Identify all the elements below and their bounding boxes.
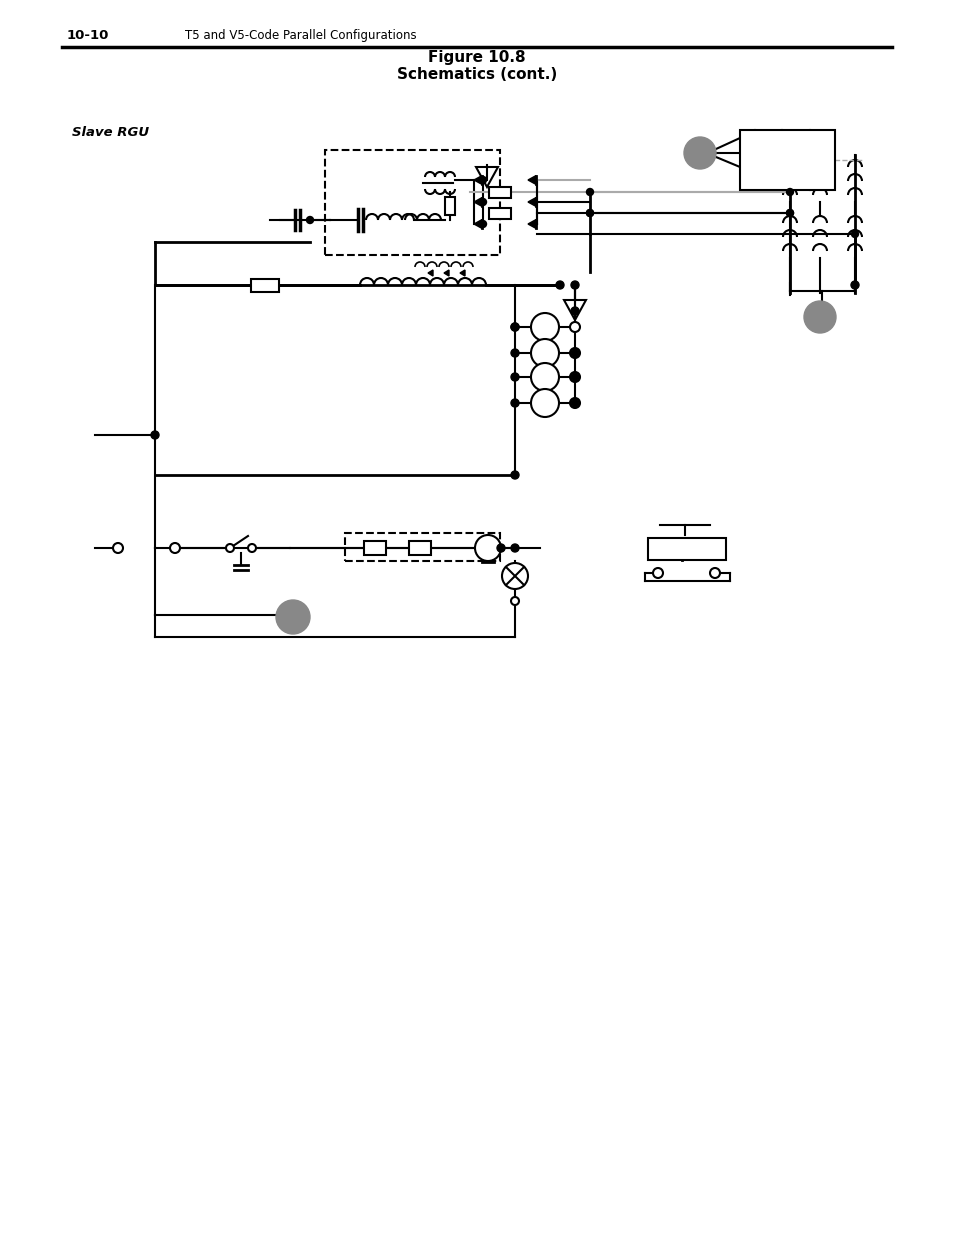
Circle shape (571, 350, 578, 357)
Circle shape (586, 210, 593, 216)
Circle shape (850, 282, 858, 289)
Bar (647, 538, 725, 559)
Circle shape (586, 210, 593, 216)
Circle shape (275, 600, 310, 634)
Circle shape (571, 399, 578, 408)
Text: 10-10: 10-10 (67, 28, 110, 42)
Circle shape (571, 282, 578, 289)
Text: Slave RGU: Slave RGU (71, 126, 149, 138)
Circle shape (170, 543, 180, 553)
Circle shape (531, 338, 558, 367)
Circle shape (112, 543, 123, 553)
Text: T5 and V5-Code Parallel Configurations: T5 and V5-Code Parallel Configurations (185, 28, 416, 42)
Polygon shape (527, 175, 536, 184)
Bar (489, 207, 511, 219)
Bar (251, 279, 278, 291)
Circle shape (151, 431, 159, 438)
Circle shape (479, 199, 486, 205)
Circle shape (531, 389, 558, 417)
Polygon shape (527, 198, 536, 206)
Circle shape (785, 189, 793, 195)
Circle shape (475, 535, 500, 561)
Polygon shape (428, 270, 433, 275)
Circle shape (531, 312, 558, 341)
Circle shape (511, 597, 518, 605)
Circle shape (501, 563, 527, 589)
Polygon shape (459, 270, 464, 275)
Circle shape (306, 216, 314, 224)
Bar (444, 198, 455, 215)
Bar (489, 186, 511, 198)
Circle shape (511, 399, 518, 408)
Circle shape (785, 210, 793, 216)
Bar (409, 541, 431, 555)
Circle shape (569, 398, 579, 408)
Circle shape (652, 568, 662, 578)
Circle shape (571, 308, 578, 315)
Circle shape (511, 324, 518, 331)
Bar (345, 534, 499, 561)
Circle shape (586, 189, 593, 195)
Bar (740, 130, 834, 190)
Circle shape (851, 231, 858, 237)
Circle shape (511, 350, 518, 357)
Circle shape (571, 373, 578, 382)
Circle shape (709, 568, 720, 578)
Polygon shape (474, 198, 481, 206)
Circle shape (556, 282, 563, 289)
Text: Figure 10.8: Figure 10.8 (428, 49, 525, 65)
Circle shape (479, 221, 486, 227)
Circle shape (785, 210, 793, 216)
Circle shape (683, 137, 716, 169)
Polygon shape (527, 220, 536, 228)
Polygon shape (474, 220, 481, 228)
Circle shape (511, 543, 518, 552)
Circle shape (531, 363, 558, 391)
Bar (325, 149, 499, 254)
Circle shape (569, 348, 579, 358)
Polygon shape (474, 175, 481, 184)
Circle shape (497, 543, 504, 552)
Bar (364, 541, 386, 555)
Circle shape (803, 301, 835, 333)
Circle shape (511, 373, 518, 382)
Circle shape (248, 543, 255, 552)
Circle shape (511, 324, 518, 331)
Circle shape (511, 471, 518, 479)
Text: Schematics (cont.): Schematics (cont.) (396, 67, 557, 82)
Circle shape (569, 322, 579, 332)
Circle shape (479, 177, 486, 184)
Circle shape (569, 372, 579, 382)
Polygon shape (443, 270, 449, 275)
Circle shape (226, 543, 233, 552)
